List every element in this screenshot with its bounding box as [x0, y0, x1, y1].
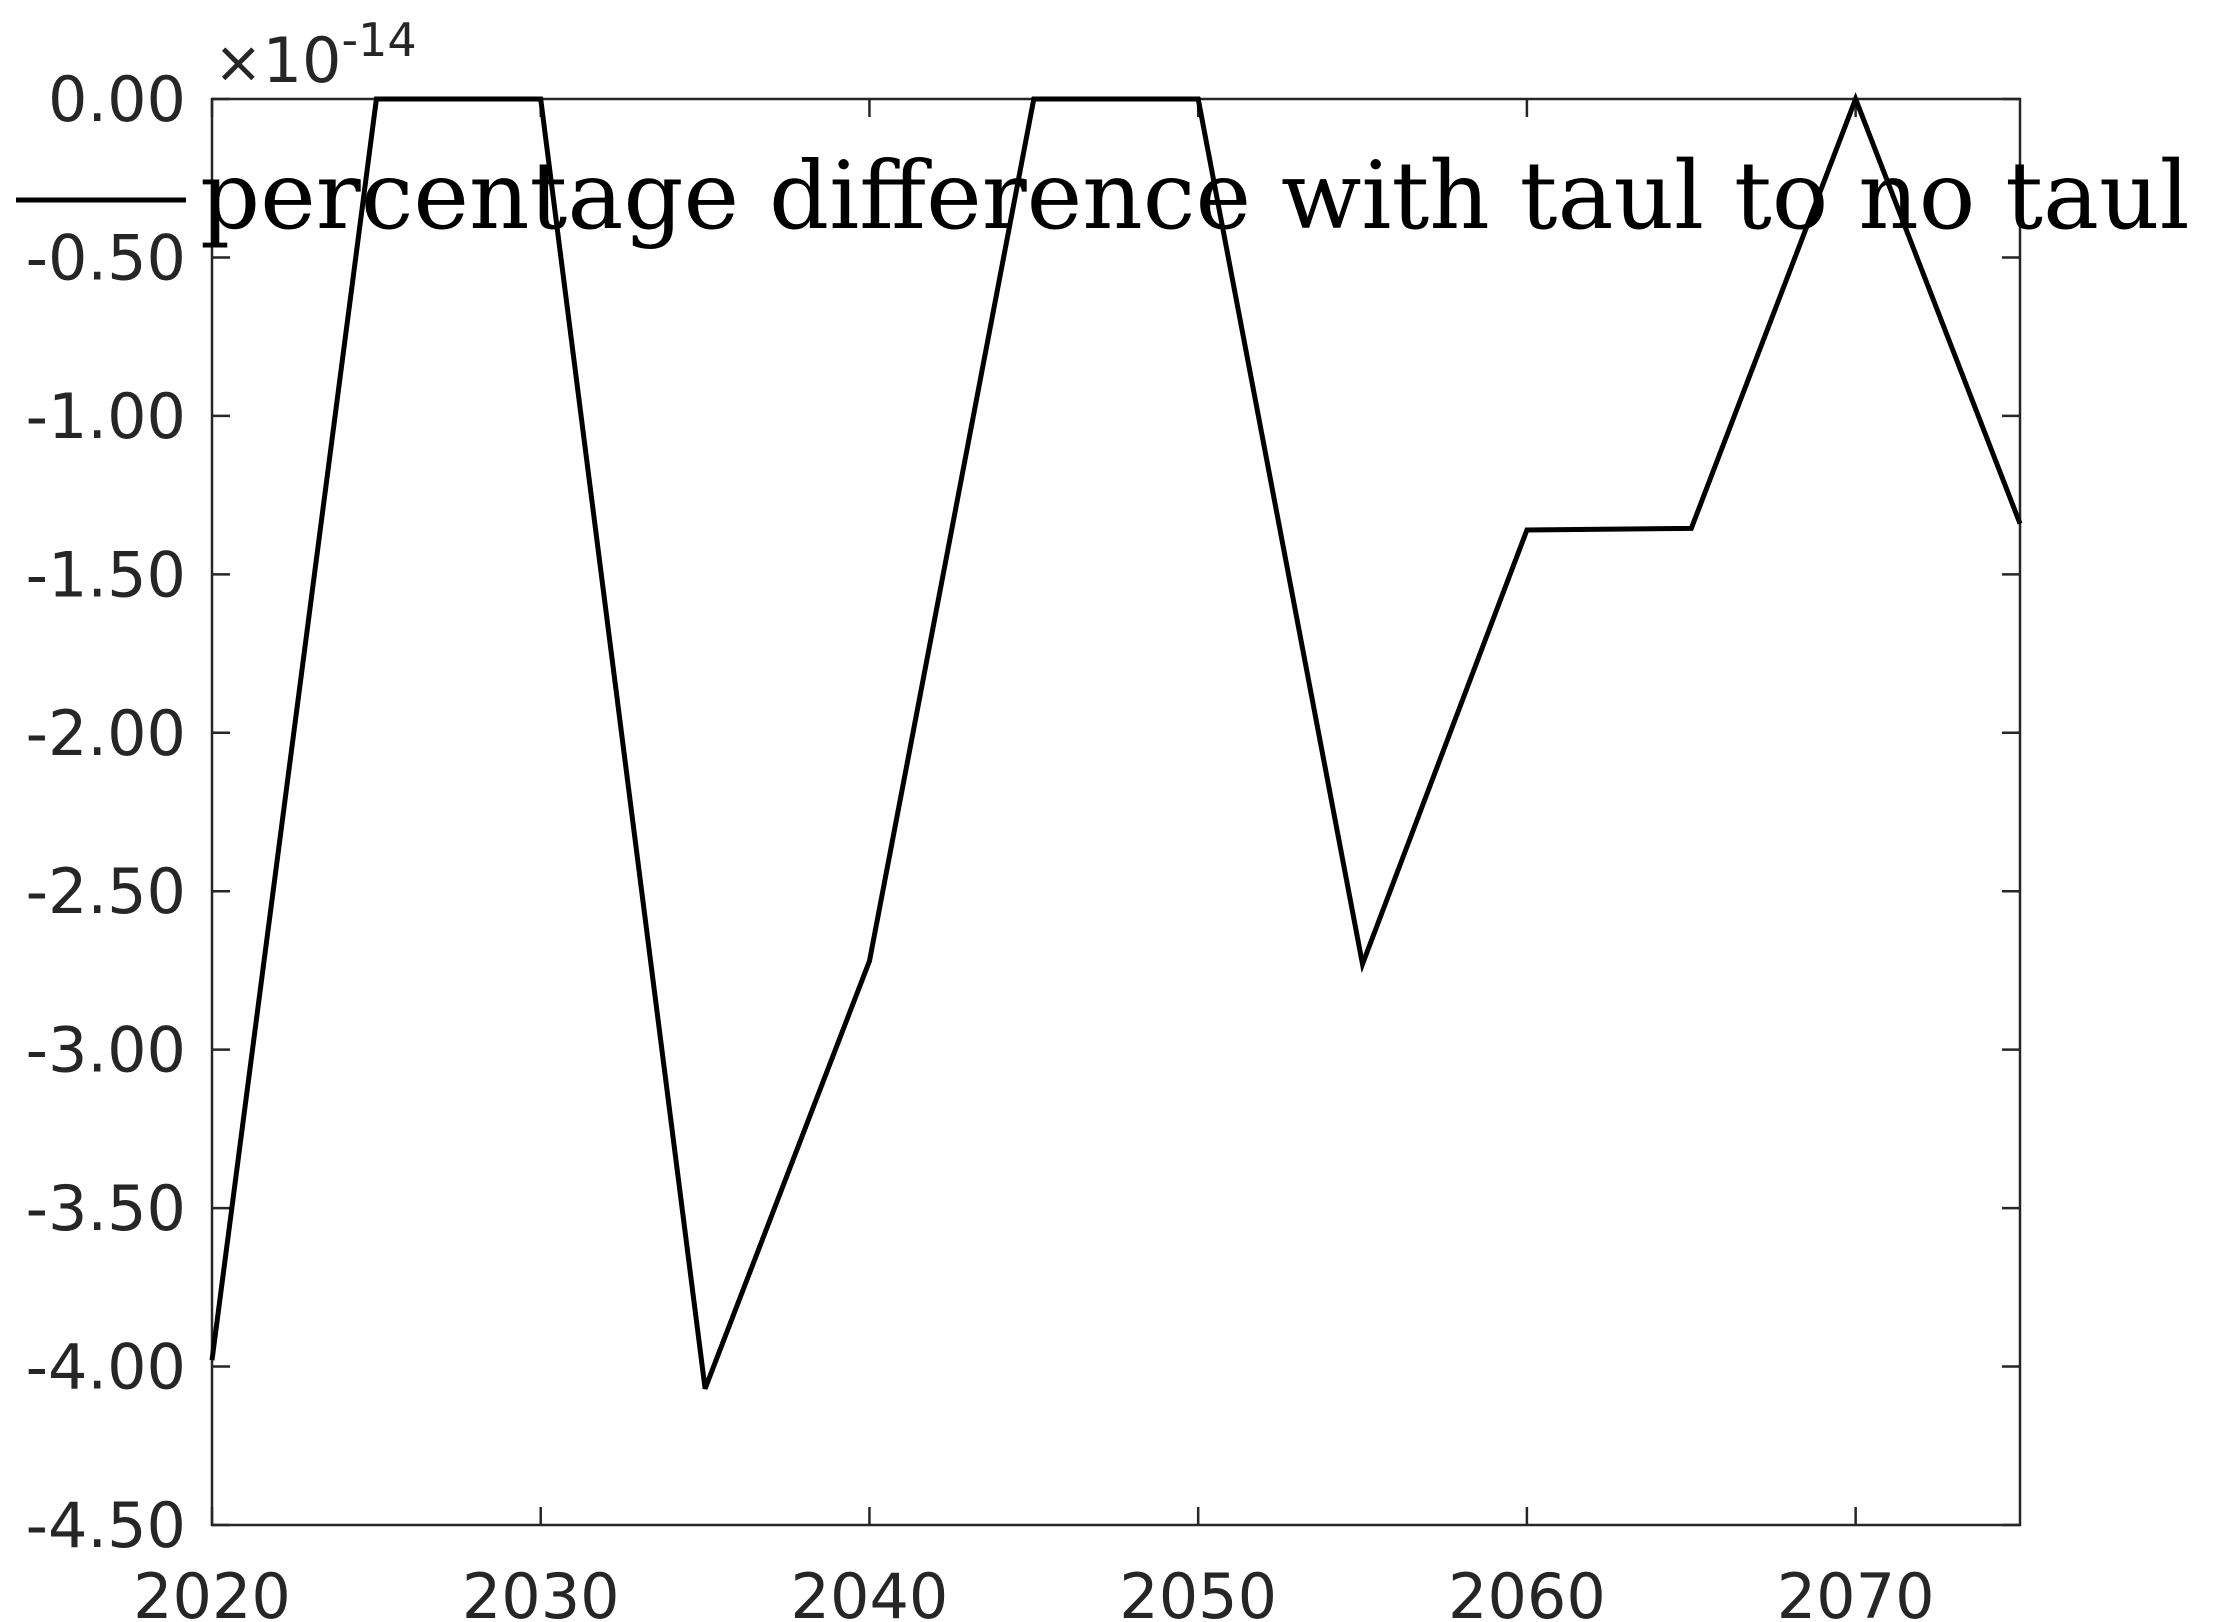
exponent-base: 10 [263, 24, 342, 97]
y-tick-label: 0.00 [48, 63, 186, 136]
y-tick-label: -4.00 [26, 1331, 186, 1404]
plot-area [210, 97, 2022, 1527]
x-tick-label: 2020 [133, 1560, 291, 1622]
y-tick-label: -3.00 [26, 1014, 186, 1087]
y-tick-label: -2.50 [26, 855, 186, 928]
y-tick-label: -3.50 [26, 1172, 186, 1245]
exponent-times: × [214, 28, 263, 96]
exponent-power: -14 [342, 13, 417, 67]
x-tick-labels: 2020 2030 2040 2050 2060 2070 [133, 1560, 1934, 1622]
series-lines [209, 92, 2023, 1390]
legend-entry-label: percentage difference with taul to no ta… [200, 142, 2190, 251]
y-tick-label: -2.00 [26, 697, 186, 770]
legend: percentage difference with taul to no ta… [16, 142, 2190, 251]
x-tick-label: 2050 [1119, 1560, 1277, 1622]
y-tick-label: -1.00 [26, 380, 186, 453]
y-tick-label: -0.50 [26, 221, 186, 294]
y-exponent-label: ×10-14 [214, 13, 417, 97]
x-tick-label: 2060 [1448, 1560, 1606, 1622]
x-tick-label: 2040 [791, 1560, 949, 1622]
y-tick-label: -1.50 [26, 538, 186, 611]
x-tick-label: 2030 [462, 1560, 620, 1622]
y-tick-labels: 0.00 -0.50 -1.00 -1.50 -2.00 -2.50 -3.00 -3.50 -… [26, 63, 186, 1562]
series-line [209, 92, 2023, 1390]
x-tick-label: 2070 [1777, 1560, 1935, 1622]
y-tick-label: -4.50 [26, 1489, 186, 1562]
